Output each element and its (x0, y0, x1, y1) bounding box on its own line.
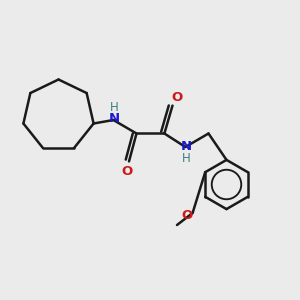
Text: O: O (122, 165, 133, 178)
Text: O: O (171, 91, 183, 104)
Text: H: H (110, 101, 119, 114)
Text: O: O (181, 209, 192, 222)
Text: H: H (182, 152, 190, 166)
Text: N: N (109, 112, 120, 125)
Text: N: N (180, 140, 192, 153)
